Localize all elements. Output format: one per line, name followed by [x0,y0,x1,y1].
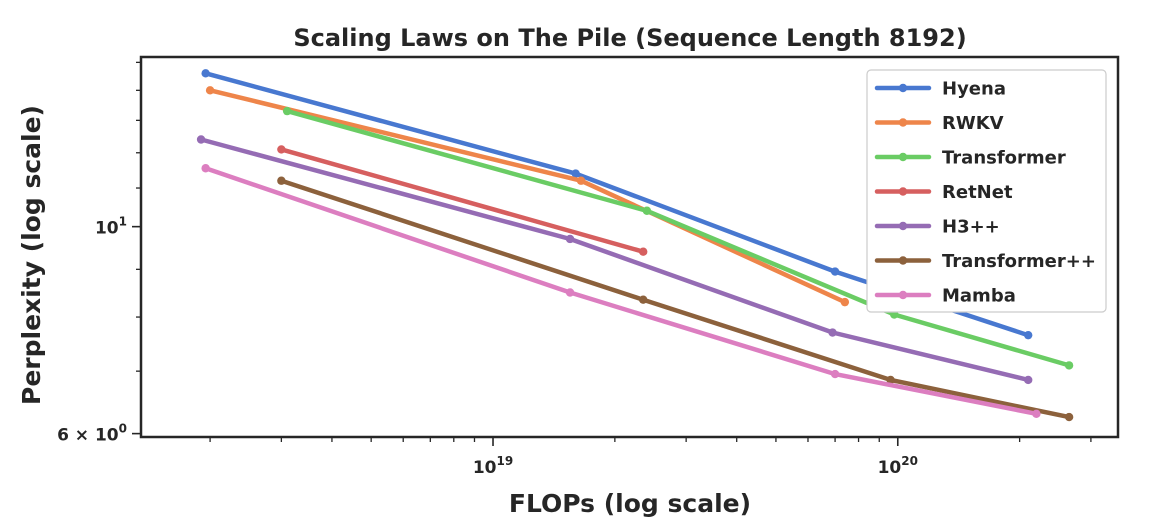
legend-item-hyena: Hyena [874,79,1006,100]
legend-label: RWKV [942,113,1004,134]
legend-item-mamba: Mamba [874,286,1016,307]
x-tick-label: 1020 [878,454,918,478]
data-point-transformerplusplus [1064,412,1074,422]
y-ticks: 6 × 100 101 [57,61,141,446]
legend-swatch-marker [898,256,908,265]
data-point-retnet [277,145,286,154]
data-point-hyena [830,267,840,276]
data-point-retnet [639,247,648,256]
y-tick-label: 101 [95,215,127,239]
series-line-h3plusplus [198,137,1031,383]
legend: Hyena RWKV Transformer RetNet H3++ Transforme… [866,69,1107,313]
y-tick-exponent: 0 [119,422,127,436]
legend-box [866,69,1107,313]
y-tick-base: 6 × 10 [57,426,119,446]
x-axis-label: FLOPs (log scale) [509,489,751,518]
legend-swatch-marker [898,83,908,93]
legend-swatch-marker [898,118,908,127]
legend-label: H3++ [942,217,1000,238]
data-point-hyena [571,169,580,178]
data-point-transformerplusplus [639,295,648,304]
legend-item-retnet: RetNet [874,182,1013,203]
data-point-transformer [1064,361,1074,370]
series-line-transformerplusplus [279,178,1072,420]
data-point-rwkv [576,176,586,185]
y-tick-base: 10 [95,219,119,239]
data-point-rwkv [205,86,215,95]
legend-label: RetNet [942,182,1013,203]
series-line-mamba [203,166,1039,417]
data-point-mamba [565,288,575,297]
legend-swatch-marker [898,290,908,300]
legend-label: Hyena [942,79,1006,100]
data-point-h3plusplus [1024,375,1033,385]
x-tick-exponent: 20 [901,454,918,468]
x-tick-base: 10 [878,458,902,478]
series-transformerplusplus [277,176,1074,422]
x-tick-label: 1019 [473,454,513,478]
series-line-retnet [279,147,646,254]
legend-swatch-marker [898,221,908,231]
x-tick-base: 10 [473,458,497,478]
series-retnet [277,145,648,256]
legend-item-rwkv: RWKV [874,113,1004,134]
legend-item-transformer: Transformer [874,148,1066,169]
data-point-transformer [282,106,292,116]
legend-swatch-marker [898,187,908,196]
series-line-rwkv [207,88,848,305]
legend-label: Mamba [942,286,1016,307]
series-transformer [282,106,1074,370]
series-rwkv [205,86,850,307]
y-axis-label: Perplexity (log scale) [17,105,46,405]
legend-item-transformerplusplus: Transformer++ [874,251,1096,272]
data-point-h3plusplus [196,135,206,144]
series-line-transformer [284,108,1072,368]
data-point-mamba [201,164,210,173]
data-point-h3plusplus [828,328,837,337]
legend-item-h3plusplus: H3++ [874,217,1000,238]
series-h3plusplus [196,135,1033,385]
series-layer [196,69,1074,422]
data-point-hyena [1024,330,1033,340]
data-point-hyena [201,69,210,78]
x-major-ticks: 1019 1020 [473,437,918,478]
data-point-transformerplusplus [886,375,895,385]
plot-frame [139,55,1120,439]
legend-swatch-marker [898,152,908,162]
x-tick-exponent: 19 [496,454,513,468]
legend-label: Transformer [942,148,1066,169]
data-point-mamba [830,369,840,379]
y-tick-exponent: 1 [119,215,127,229]
series-mamba [201,164,1041,419]
y-tick-label: 6 × 100 [57,422,127,446]
legend-label: Transformer++ [942,251,1096,272]
chart-title: Scaling Laws on The Pile (Sequence Lengt… [293,24,966,52]
data-point-rwkv [840,297,850,307]
data-point-transformer [642,206,652,215]
data-point-transformerplusplus [277,176,286,185]
data-point-h3plusplus [565,234,575,244]
data-point-mamba [1032,409,1041,419]
